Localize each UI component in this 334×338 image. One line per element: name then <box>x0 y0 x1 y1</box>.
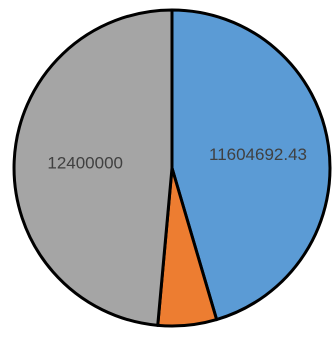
pie-slice-2 <box>12 8 174 327</box>
pie-slice-label-2: 12400000 <box>47 154 123 173</box>
pie-slice-label-0: 11604692.43 <box>209 145 307 164</box>
pie-slice-0 <box>170 8 332 322</box>
